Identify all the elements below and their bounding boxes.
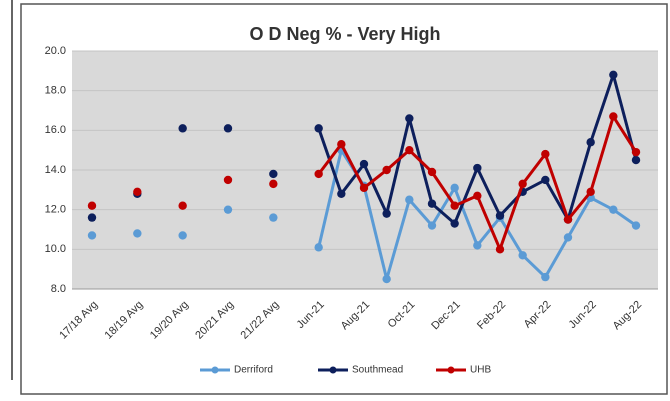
data-point (337, 189, 346, 198)
data-point (427, 167, 437, 177)
legend-label: Derriford (234, 365, 273, 376)
data-point (563, 233, 573, 242)
data-point (87, 213, 97, 222)
data-point (178, 231, 187, 240)
data-point (473, 163, 482, 173)
data-point (473, 241, 482, 250)
data-point (427, 221, 437, 230)
data-point (337, 140, 346, 149)
data-point (382, 274, 391, 284)
data-point (223, 175, 233, 185)
legend-marker (211, 366, 219, 374)
y-tick-label: 16.0 (45, 124, 66, 136)
data-point (178, 124, 187, 133)
legend-marker (329, 366, 337, 374)
data-point (87, 231, 97, 240)
data-point (586, 187, 595, 197)
data-point (541, 272, 550, 282)
data-point (495, 245, 505, 254)
data-point (87, 201, 97, 210)
data-point (631, 155, 641, 165)
data-point (269, 179, 278, 189)
data-point (178, 201, 187, 210)
data-point (405, 114, 414, 123)
data-point (541, 175, 550, 185)
data-point (382, 165, 391, 175)
data-point (427, 199, 437, 208)
legend-marker (447, 366, 455, 374)
data-point (609, 205, 618, 214)
chart-title: O D Neg % - Very High (249, 24, 440, 44)
data-point (314, 124, 323, 133)
data-point (359, 159, 369, 169)
data-point (382, 209, 391, 218)
data-point (450, 201, 459, 210)
data-point (359, 183, 369, 193)
data-point (609, 70, 618, 80)
data-point (223, 205, 233, 214)
data-point (223, 124, 233, 133)
legend-label: Southmead (352, 365, 403, 376)
data-point (586, 138, 595, 147)
data-point (133, 187, 142, 197)
data-point (518, 179, 527, 189)
legend-label: UHB (470, 365, 491, 376)
data-point (133, 229, 142, 238)
data-point (518, 251, 527, 260)
y-tick-label: 8.0 (51, 283, 66, 295)
data-point (405, 145, 414, 155)
y-tick-label: 10.0 (45, 243, 66, 255)
data-point (541, 149, 550, 159)
y-tick-label: 18.0 (45, 85, 66, 97)
data-point (405, 195, 414, 204)
y-tick-label: 12.0 (45, 204, 66, 216)
y-tick-label: 20.0 (45, 45, 66, 57)
data-point (631, 147, 641, 157)
data-point (450, 219, 459, 228)
y-tick-label: 14.0 (45, 164, 66, 176)
data-point (314, 169, 323, 179)
data-point (631, 221, 641, 230)
data-point (314, 243, 323, 252)
data-point (269, 169, 278, 179)
data-point (269, 213, 278, 222)
data-point (563, 215, 573, 224)
data-point (450, 183, 459, 193)
data-point (473, 191, 482, 200)
data-point (609, 112, 618, 121)
data-point (495, 211, 505, 220)
